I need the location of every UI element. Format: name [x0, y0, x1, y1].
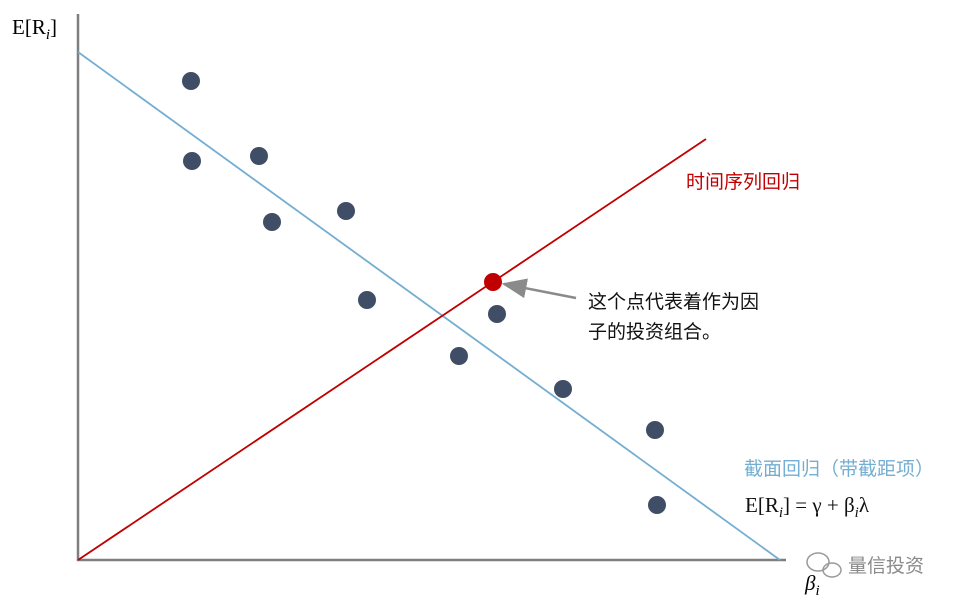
watermark: 量信投资: [848, 555, 924, 577]
point: [646, 421, 664, 439]
annotation-line: 子的投资组合。: [588, 321, 721, 343]
point: [250, 147, 268, 165]
cross-section-label: 截面回归（带截距项）: [744, 458, 934, 480]
x-axis-label-sub: i: [815, 583, 819, 599]
point: [648, 496, 666, 514]
formula: E[Ri] = γ + βiλ: [745, 493, 870, 521]
x-axis-label-head: β: [804, 571, 816, 595]
point: [488, 305, 506, 323]
y-axis-label: E[Ri]: [12, 15, 57, 43]
point: [337, 202, 355, 220]
point: [450, 347, 468, 365]
point: [183, 152, 201, 170]
point: [554, 380, 572, 398]
point: [358, 291, 376, 309]
y-axis-label-head: E[R: [12, 15, 46, 39]
cross-section-line: [77, 51, 781, 561]
annotation-line: 这个点代表着作为因: [588, 291, 759, 313]
formula-part: λ: [859, 493, 870, 517]
watermark-icon: [806, 552, 842, 578]
point: [263, 213, 281, 231]
formula-sub: i: [779, 505, 783, 521]
annotation-arrow: [501, 278, 577, 300]
time-series-line: [77, 138, 707, 561]
time-series-label: 时间序列回归: [686, 171, 800, 193]
formula-sub: i: [855, 505, 859, 521]
x-axis-label: βi: [804, 571, 820, 599]
y-axis-label-tail: ]: [50, 15, 57, 39]
formula-part: E[R: [745, 493, 779, 517]
y-axis-label-sub: i: [46, 27, 50, 43]
factor-portfolio-point: [484, 273, 502, 291]
points: [182, 72, 666, 514]
point: [182, 72, 200, 90]
formula-part: ] = γ + β: [783, 493, 855, 517]
